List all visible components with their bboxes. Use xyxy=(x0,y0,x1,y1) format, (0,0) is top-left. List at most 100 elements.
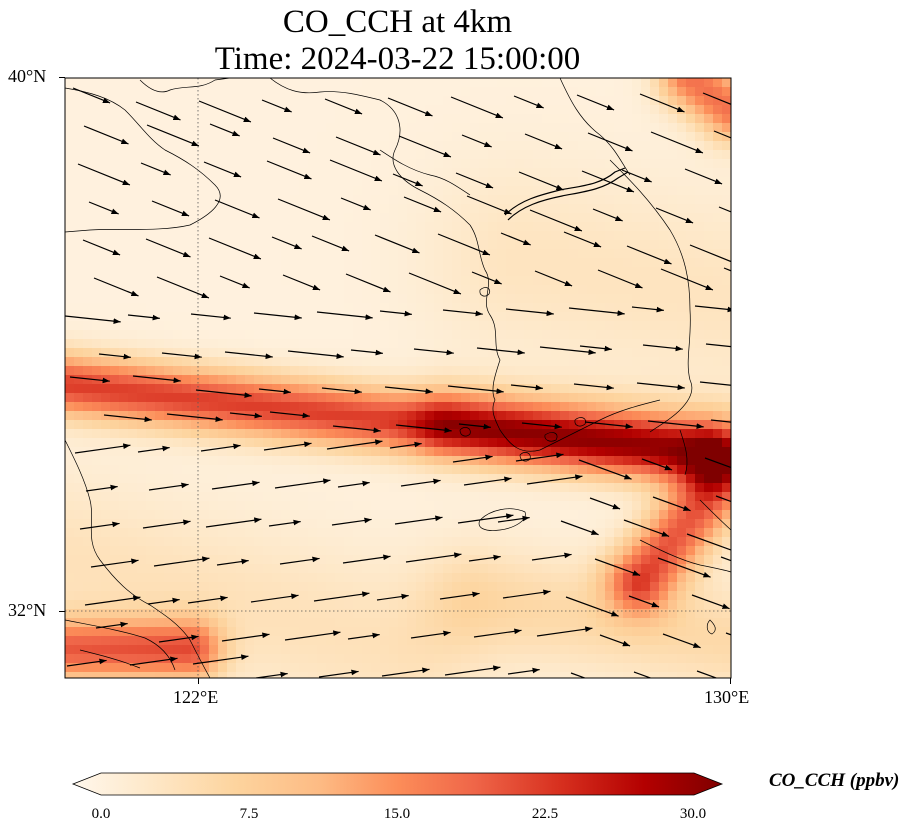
wind-arrow xyxy=(90,558,139,568)
wind-arrow xyxy=(589,497,621,510)
wind-arrow xyxy=(384,386,433,395)
colorbar-tick-7-5: 7.5 xyxy=(239,806,259,822)
wind-arrow xyxy=(66,658,107,667)
wind-arrow xyxy=(140,162,171,176)
wind-arrow xyxy=(405,552,462,563)
wind-arrow xyxy=(518,171,564,191)
wind-arrow xyxy=(342,554,391,564)
wind-arrow xyxy=(513,95,544,109)
colorbar-title: CO_CCH (ppbv) xyxy=(769,770,900,791)
wind-arrow xyxy=(211,480,260,490)
wind-arrow xyxy=(137,445,170,453)
wind-arrow xyxy=(332,425,381,434)
wind-arrow xyxy=(394,515,443,525)
wind-arrow xyxy=(74,443,131,454)
wind-arrow xyxy=(725,632,731,636)
wind-arrow xyxy=(311,235,350,252)
wind-arrow xyxy=(584,421,633,430)
wind-arrow xyxy=(269,411,310,419)
wind-arrow xyxy=(374,234,420,254)
wind-arrow xyxy=(389,441,422,449)
wind-arrow xyxy=(524,133,563,150)
wind-arrow xyxy=(195,389,252,398)
wind-arrow xyxy=(715,495,731,503)
wind-arrow xyxy=(410,630,451,639)
wind-arrow xyxy=(626,245,672,265)
wind-vectors xyxy=(65,87,731,678)
wind-arrow xyxy=(216,558,249,566)
wind-arrow xyxy=(95,621,128,629)
wind-arrow xyxy=(282,274,321,291)
wind-arrow xyxy=(224,351,273,360)
wind-arrow xyxy=(272,137,311,154)
wind-arrow xyxy=(190,313,231,321)
wind-arrow xyxy=(597,269,643,289)
wind-arrow xyxy=(510,384,543,391)
wind-arrow xyxy=(274,478,331,489)
wind-arrow xyxy=(345,273,391,293)
wind-arrow xyxy=(642,344,683,352)
wind-arrow xyxy=(457,513,514,524)
wind-arrow xyxy=(507,667,540,675)
wind-arrow xyxy=(221,632,270,642)
wind-arrow xyxy=(203,161,242,178)
wind-arrow xyxy=(400,478,441,487)
colorbar-tick-15: 15.0 xyxy=(383,806,411,822)
wind-arrow xyxy=(476,347,525,356)
wind-arrow xyxy=(321,387,362,395)
wind-arrow xyxy=(192,654,249,665)
wind-arrow xyxy=(720,556,731,562)
lat-label-32: 32°N xyxy=(8,600,47,620)
wind-arrow xyxy=(255,671,288,678)
coastlines xyxy=(65,78,731,678)
wind-arrow xyxy=(647,420,704,429)
wind-arrow xyxy=(699,381,731,386)
wind-arrow xyxy=(568,307,625,316)
map-frame xyxy=(64,77,732,679)
lat-label-40: 40°N xyxy=(8,66,47,86)
wind-arrow xyxy=(684,168,723,185)
wind-arrow xyxy=(85,484,118,492)
lon-tick-130 xyxy=(730,678,731,684)
wind-arrow xyxy=(145,238,191,258)
wind-arrow xyxy=(161,352,202,360)
wind-arrow xyxy=(82,239,121,256)
lat-tick-40 xyxy=(59,77,65,78)
wind-arrow xyxy=(621,169,652,183)
wind-arrow xyxy=(500,232,531,246)
wind-arrow xyxy=(444,665,501,676)
wind-arrow xyxy=(660,268,714,291)
wind-arrow xyxy=(655,207,694,224)
wind-arrow xyxy=(205,517,262,528)
wind-arrow xyxy=(324,98,363,115)
wind-arrow xyxy=(263,441,312,451)
wind-arrow xyxy=(587,132,633,152)
wind-arrow xyxy=(534,270,573,287)
wind-arrow xyxy=(536,626,593,637)
wind-arrow xyxy=(381,667,430,677)
wind-arrow xyxy=(713,130,731,139)
wind-arrow xyxy=(592,208,623,222)
wind-arrow xyxy=(450,96,504,119)
wind-arrow xyxy=(158,634,199,643)
wind-arrow xyxy=(79,521,120,530)
wind-arrow xyxy=(497,515,530,523)
wind-arrow xyxy=(148,482,189,491)
wind-arrow xyxy=(461,134,492,148)
wind-arrow xyxy=(570,672,587,678)
wind-arrow xyxy=(151,200,190,217)
wind-arrow xyxy=(652,496,691,512)
wind-arrow xyxy=(219,275,250,289)
wind-arrow xyxy=(395,424,452,433)
wind-arrow xyxy=(526,474,583,485)
wind-arrow xyxy=(403,196,442,213)
wind-arrow xyxy=(208,237,262,260)
wind-arrow xyxy=(657,557,711,578)
wind-arrow xyxy=(271,236,302,250)
wind-arrow xyxy=(337,480,370,488)
wind-arrow xyxy=(198,100,252,123)
wind-arrow xyxy=(636,382,685,391)
title-line-2: Time: 2024-03-22 15:00:00 xyxy=(214,41,581,77)
wind-arrow xyxy=(209,123,240,137)
wind-arrow xyxy=(439,591,480,600)
